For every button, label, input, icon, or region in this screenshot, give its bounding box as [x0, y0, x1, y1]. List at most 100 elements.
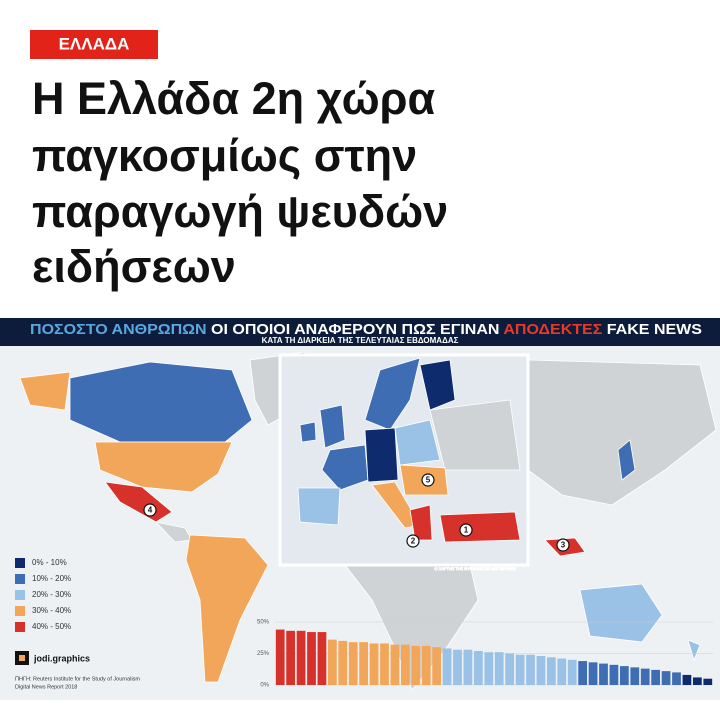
legend-swatch — [15, 558, 25, 568]
bar — [599, 663, 608, 685]
legend-label: 20% - 30% — [32, 590, 71, 599]
tag-box — [30, 30, 158, 59]
marker-label: 4 — [148, 506, 153, 515]
source: Digital News Report 2018 — [15, 684, 77, 690]
bar — [432, 647, 442, 685]
bar — [703, 678, 713, 685]
headline-line: παγκοσμίως στην — [32, 130, 417, 181]
markers: 1 2 3 4 5 — [143, 473, 570, 552]
bar — [484, 652, 494, 685]
ireland — [299, 421, 317, 443]
y-tick-label: 0% — [260, 683, 269, 689]
bar — [286, 630, 296, 685]
brand-icon-inner — [19, 655, 25, 661]
bar — [275, 629, 285, 685]
bar-chart: 0% 25% 50% — [257, 620, 713, 689]
greece — [409, 504, 433, 541]
bar — [651, 669, 661, 685]
marker — [406, 534, 420, 548]
bar — [390, 644, 400, 685]
bar — [421, 645, 431, 685]
finland — [419, 359, 456, 411]
headline: Η Ελλάδα 2η χώρα παγκοσμίως στην παραγωγ… — [32, 73, 448, 292]
bar — [661, 671, 671, 685]
y-tick-label: 25% — [257, 651, 270, 657]
usa — [94, 441, 233, 493]
marker-label: 5 — [426, 476, 431, 485]
east-europe — [429, 399, 521, 471]
headline-line: παραγωγή ψευδών — [32, 186, 448, 237]
bar — [296, 630, 306, 685]
banner-part: ΠΟΣΟΣΤΟ ΑΝΘΡΩΠΩΝ — [30, 321, 207, 338]
bar — [494, 652, 504, 685]
headline-line: ειδήσεων — [32, 241, 236, 292]
japan — [617, 439, 636, 481]
banner — [0, 318, 720, 346]
bar — [609, 664, 619, 685]
source: ΠΗΓΗ: Reuters Institute for the Study of… — [15, 676, 140, 682]
bar — [682, 674, 692, 685]
germany — [364, 427, 399, 483]
turkey — [439, 511, 521, 543]
bar — [411, 645, 421, 685]
tag: ΕΛΛΑΔΑ — [59, 34, 130, 53]
bar — [505, 653, 515, 685]
bar — [640, 668, 650, 685]
bar — [442, 648, 452, 685]
marker — [556, 538, 570, 552]
marker-label: 3 — [561, 541, 566, 550]
legend-swatch — [15, 606, 25, 616]
bar — [453, 649, 462, 685]
headline-line: Η Ελλάδα 2η χώρα — [32, 73, 435, 124]
bar — [359, 642, 369, 685]
bar — [369, 643, 379, 685]
bar — [672, 672, 681, 685]
marker — [421, 473, 435, 487]
bar — [317, 632, 327, 685]
bar — [473, 650, 483, 685]
bar — [578, 661, 588, 685]
bar — [327, 639, 337, 685]
europe-inset: Ο ΧΑΡΤΗΣ ΤΗΣ ΕΥΡΩΠΗΣ ΣΕ ΜΕΓΕΘΥΝΣΗ — [278, 353, 530, 571]
asia — [527, 359, 717, 506]
marker — [143, 503, 157, 517]
bar — [588, 662, 598, 685]
bar — [400, 644, 410, 685]
inset-caption: Ο ΧΑΡΤΗΣ ΤΗΣ ΕΥΡΩΠΗΣ ΣΕ ΜΕΓΕΘΥΝΣΗ — [434, 566, 515, 571]
bar — [546, 657, 556, 685]
bar — [526, 654, 535, 685]
bar — [515, 654, 525, 685]
bar — [567, 659, 577, 685]
bottom-strip — [0, 700, 720, 720]
banner-subtitle: ΚΑΤΑ ΤΗ ΔΙΑΡΚΕΙΑ ΤΗΣ ΤΕΛΕΥΤΑΙΑΣ ΕΒΔΟΜΑΔΑ… — [262, 336, 459, 345]
legend: 0% - 10% 10% - 20% 20% - 30% 30% - 40% 40% -… — [15, 558, 71, 632]
spain — [297, 487, 341, 526]
alaska — [19, 371, 71, 411]
new-zealand — [687, 639, 701, 662]
bar — [348, 642, 358, 685]
brand: jodi.graphics — [33, 653, 90, 663]
legend-label: 40% - 50% — [32, 622, 71, 631]
bar — [380, 643, 389, 685]
banner-part: FAKE NEWS — [607, 321, 702, 338]
legend-swatch — [15, 590, 25, 600]
marker-label: 2 — [411, 537, 416, 546]
legend-swatch — [15, 574, 25, 584]
south-america — [185, 534, 269, 683]
uk — [319, 404, 346, 449]
poland — [394, 419, 441, 466]
bar — [463, 649, 473, 685]
bar — [557, 658, 567, 685]
legend-swatch — [15, 622, 25, 632]
bar — [630, 667, 640, 685]
canada — [69, 361, 253, 443]
legend-label: 0% - 10% — [32, 558, 67, 567]
legend-label: 30% - 40% — [32, 606, 71, 615]
bar — [307, 632, 316, 685]
france — [321, 444, 369, 491]
banner-part: ΑΠΟΔΕΚΤΕΣ — [503, 321, 602, 338]
y-tick-label: 50% — [257, 620, 270, 626]
australia — [579, 583, 663, 643]
marker-label: 1 — [464, 526, 469, 535]
